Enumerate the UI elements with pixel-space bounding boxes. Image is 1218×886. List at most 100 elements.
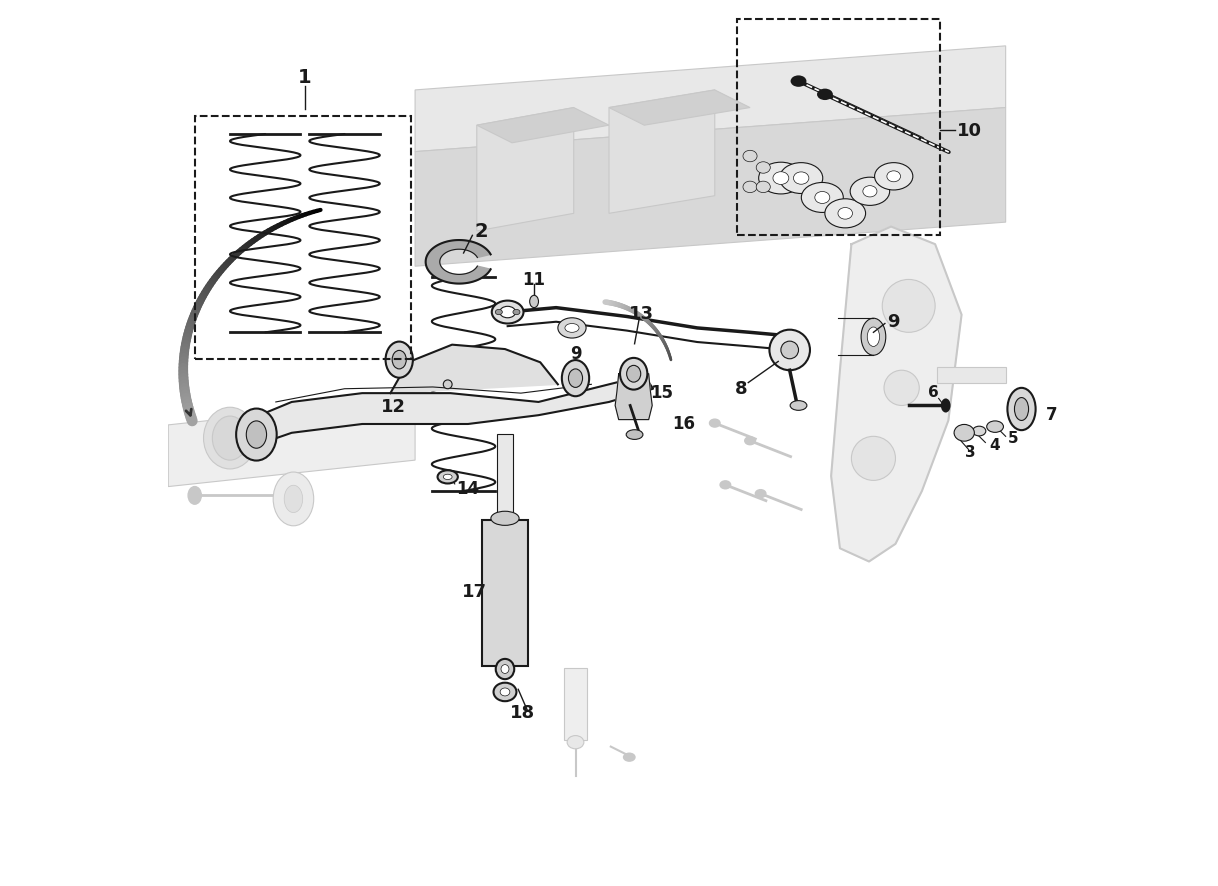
Text: 1: 1 — [298, 68, 312, 87]
Ellipse shape — [825, 199, 866, 229]
Polygon shape — [415, 108, 1006, 267]
Ellipse shape — [793, 173, 809, 185]
Polygon shape — [476, 108, 609, 144]
Circle shape — [770, 330, 810, 371]
Ellipse shape — [246, 422, 267, 448]
Circle shape — [851, 437, 895, 481]
Ellipse shape — [496, 659, 514, 680]
Ellipse shape — [284, 486, 303, 513]
Text: 5: 5 — [1007, 431, 1018, 445]
Ellipse shape — [817, 89, 833, 101]
Ellipse shape — [626, 366, 641, 383]
Ellipse shape — [492, 301, 524, 324]
Ellipse shape — [973, 427, 985, 437]
Text: 18: 18 — [510, 703, 535, 721]
Ellipse shape — [875, 163, 912, 190]
Polygon shape — [609, 91, 715, 214]
Ellipse shape — [203, 408, 257, 470]
Ellipse shape — [530, 296, 538, 308]
Ellipse shape — [815, 192, 829, 204]
Bar — [482, 520, 527, 666]
Ellipse shape — [773, 173, 789, 185]
Ellipse shape — [887, 172, 900, 183]
Ellipse shape — [236, 409, 276, 461]
Bar — [737, 20, 939, 236]
Text: 16: 16 — [672, 415, 695, 432]
Polygon shape — [476, 108, 574, 232]
Text: 9: 9 — [570, 344, 581, 362]
Ellipse shape — [443, 380, 452, 389]
Ellipse shape — [759, 163, 803, 195]
Ellipse shape — [386, 342, 413, 378]
Ellipse shape — [755, 490, 766, 498]
Ellipse shape — [790, 76, 806, 88]
Ellipse shape — [392, 351, 407, 369]
Ellipse shape — [720, 481, 731, 489]
Ellipse shape — [443, 475, 452, 480]
Ellipse shape — [862, 186, 877, 198]
Polygon shape — [391, 346, 558, 393]
Ellipse shape — [780, 163, 822, 194]
Polygon shape — [831, 228, 961, 562]
Text: 13: 13 — [630, 305, 654, 323]
Ellipse shape — [954, 425, 974, 442]
Text: 10: 10 — [957, 121, 982, 139]
Ellipse shape — [756, 162, 770, 174]
Ellipse shape — [499, 307, 515, 318]
Text: 2: 2 — [474, 222, 488, 241]
Ellipse shape — [1015, 398, 1028, 421]
Ellipse shape — [437, 470, 458, 484]
Ellipse shape — [850, 178, 889, 206]
Text: 7: 7 — [1046, 406, 1057, 424]
Ellipse shape — [493, 683, 516, 702]
Circle shape — [882, 280, 935, 333]
Bar — [564, 668, 587, 741]
Ellipse shape — [568, 735, 583, 749]
Ellipse shape — [501, 664, 509, 673]
Ellipse shape — [744, 438, 755, 445]
Ellipse shape — [801, 183, 843, 214]
Text: 11: 11 — [523, 270, 546, 288]
Circle shape — [884, 371, 920, 406]
Ellipse shape — [496, 310, 502, 315]
Ellipse shape — [620, 359, 647, 390]
Ellipse shape — [743, 182, 758, 193]
Polygon shape — [241, 376, 653, 451]
Polygon shape — [415, 47, 1006, 152]
Text: 8: 8 — [734, 379, 748, 398]
Text: 6: 6 — [928, 385, 939, 400]
Ellipse shape — [558, 318, 586, 338]
Text: 14: 14 — [457, 480, 480, 498]
Text: 15: 15 — [650, 384, 674, 402]
Ellipse shape — [212, 416, 247, 461]
Ellipse shape — [491, 512, 519, 525]
Ellipse shape — [867, 328, 879, 347]
Polygon shape — [425, 241, 491, 284]
Ellipse shape — [940, 399, 950, 413]
Ellipse shape — [569, 369, 582, 388]
Bar — [497, 434, 513, 520]
Ellipse shape — [756, 182, 770, 193]
Ellipse shape — [501, 688, 510, 696]
Ellipse shape — [743, 152, 758, 162]
Ellipse shape — [626, 431, 643, 440]
Text: 12: 12 — [380, 398, 406, 416]
Polygon shape — [615, 374, 652, 420]
Ellipse shape — [565, 324, 579, 333]
Ellipse shape — [1007, 388, 1035, 431]
Text: 9: 9 — [887, 313, 899, 330]
Ellipse shape — [188, 487, 201, 505]
Bar — [195, 117, 410, 360]
Ellipse shape — [790, 401, 806, 411]
Ellipse shape — [513, 310, 520, 315]
Text: 3: 3 — [965, 444, 976, 459]
Ellipse shape — [624, 753, 635, 761]
Ellipse shape — [561, 361, 590, 397]
Ellipse shape — [838, 208, 853, 220]
Ellipse shape — [273, 472, 314, 526]
Bar — [937, 368, 1006, 383]
Polygon shape — [168, 399, 415, 487]
Ellipse shape — [861, 319, 885, 356]
Ellipse shape — [987, 422, 1004, 433]
Circle shape — [781, 342, 799, 360]
